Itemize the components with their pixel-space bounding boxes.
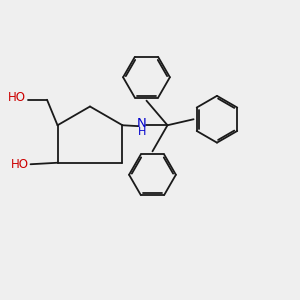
Text: H: H (138, 127, 146, 137)
Text: HO: HO (8, 91, 26, 104)
Text: HO: HO (11, 158, 29, 171)
Text: N: N (137, 117, 147, 130)
